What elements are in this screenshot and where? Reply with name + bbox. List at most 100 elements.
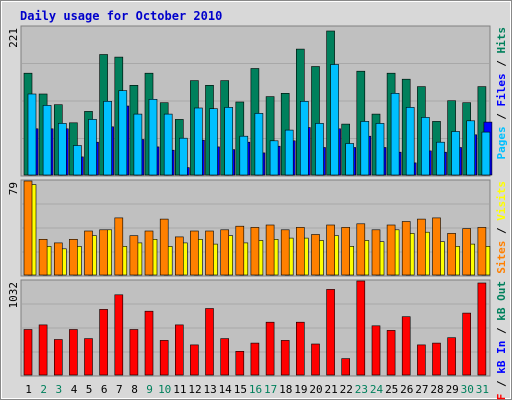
legend-separator: / [495, 321, 508, 341]
legend-entry: kB In [495, 341, 508, 374]
day-label-4: 4 [71, 383, 78, 396]
day-label-6: 6 [101, 383, 108, 396]
bar-kb-f-day-11 [175, 324, 184, 376]
day-label-21: 21 [324, 383, 337, 396]
bar-kb-f-day-21 [326, 289, 335, 376]
bar-kb-f-day-2 [38, 324, 48, 376]
legend-entry: Sites [495, 241, 508, 274]
legend-entry: kB F [495, 394, 508, 400]
day-label-20: 20 [309, 383, 322, 396]
bar-sites-day-14 [220, 229, 229, 276]
bar-pages-day-25 [390, 93, 400, 176]
bar-sites-day-13 [205, 230, 214, 276]
bar-sites-day-27 [417, 218, 426, 276]
visits-sites-panel: 79 Sites / Visits [7, 179, 508, 277]
legend-entry: Hits [495, 27, 508, 54]
legend-separator: / [495, 107, 508, 127]
bar-sites-day-11 [175, 236, 184, 276]
bar-kb-f-day-3 [53, 339, 63, 376]
bar-pages-day-17 [269, 140, 279, 176]
bar-pages-day-28 [436, 141, 445, 176]
day-label-12: 12 [188, 383, 201, 396]
bar-pages-day-9 [148, 99, 158, 176]
bar-kb-f-day-24 [371, 325, 381, 376]
day-label-28: 28 [430, 383, 443, 396]
bar-pages-day-29 [451, 131, 460, 176]
day-label-27: 27 [415, 383, 428, 396]
bar-pages-day-22 [345, 143, 355, 176]
bar-sites-day-18 [280, 229, 290, 276]
chart-title: Daily usage for October 2010 [20, 9, 222, 23]
bar-pages-day-21 [330, 64, 339, 176]
bar-pages-day-27 [421, 117, 430, 176]
bar-kb-f-day-17 [265, 321, 275, 376]
bar-sites-day-1 [23, 180, 33, 276]
outer-frame-highlight [1, 1, 511, 399]
bar-kb-f-day-19 [295, 321, 305, 376]
bar-sites-day-15 [235, 225, 245, 276]
bar-kb-f-day-16 [250, 342, 260, 376]
bar-sites-day-4 [69, 239, 78, 276]
day-label-7: 7 [116, 383, 123, 396]
day-label-19: 19 [294, 383, 307, 396]
bar-pages-day-31 [481, 131, 491, 176]
bar-pages-day-20 [315, 123, 324, 176]
bar-sites-day-8 [129, 235, 139, 276]
bar-kb-f-day-27 [417, 344, 426, 376]
day-label-24: 24 [370, 383, 384, 396]
bar-pages-day-26 [405, 107, 415, 176]
bar-kb-f-day-22 [341, 358, 351, 376]
day-label-25: 25 [385, 383, 398, 396]
bar-kb-f-day-25 [386, 330, 396, 376]
bar-pages-day-24 [375, 123, 385, 176]
legend-entry: Files [495, 73, 508, 106]
bar-kb-f-day-7 [114, 294, 124, 376]
day-label-18: 18 [279, 383, 292, 396]
day-axis-labels: 1 2 3 4 5 6 7 8 9 10 11 12 13 14 15 16 17 18 19 20 21 22 23 24 2… [25, 383, 489, 396]
series-legend: kB F / kB In / kB Out [495, 281, 508, 400]
bar-pages-day-7 [118, 90, 128, 176]
day-label-3: 3 [55, 383, 62, 396]
bar-kb-f-day-23 [356, 280, 366, 376]
bar-pages-day-4 [73, 145, 82, 176]
bar-kb-f-day-9 [144, 310, 154, 376]
bar-sites-day-21 [326, 224, 335, 276]
bar-kb-f-day-15 [235, 350, 245, 376]
bar-pages-day-14 [224, 107, 233, 176]
bar-kb-f-day-20 [311, 343, 320, 376]
y-max-label: 221 [7, 28, 20, 48]
bar-pages-day-19 [299, 101, 309, 176]
legend-separator: / [495, 374, 508, 394]
series-legend: Pages / Files / Hits [495, 27, 508, 160]
bar-kb-f-day-28 [432, 342, 441, 376]
bar-sites-day-29 [447, 233, 456, 276]
bar-pages-day-18 [284, 129, 294, 176]
bar-sites-day-17 [265, 224, 275, 276]
bar-pages-day-12 [194, 107, 203, 176]
bar-sites-day-28 [432, 217, 441, 276]
bar-sites-day-22 [341, 227, 351, 276]
bar-sites-day-19 [295, 227, 305, 276]
day-label-13: 13 [203, 383, 216, 396]
bar-sites-day-23 [356, 223, 366, 276]
bar-sites-day-6 [99, 229, 108, 276]
bar-kb-f-day-13 [205, 308, 214, 376]
bar-pages-day-10 [163, 113, 173, 176]
legend-entry: Visits [495, 181, 508, 221]
bar-sites-day-26 [401, 221, 411, 276]
bar-pages-day-3 [57, 123, 67, 176]
bar-pages-day-16 [254, 113, 264, 176]
bar-kb-f-day-29 [447, 337, 456, 376]
legend-separator: / [495, 54, 508, 74]
day-label-5: 5 [86, 383, 93, 396]
bar-pages-day-30 [466, 120, 476, 176]
bar-pages-day-13 [209, 108, 218, 176]
bar-kb-f-day-30 [462, 312, 472, 376]
legend-entry: Pages [495, 126, 508, 159]
bar-sites-day-25 [386, 224, 396, 276]
bar-sites-day-3 [53, 242, 63, 276]
day-label-26: 26 [400, 383, 413, 396]
bar-sites-day-30 [462, 228, 472, 276]
